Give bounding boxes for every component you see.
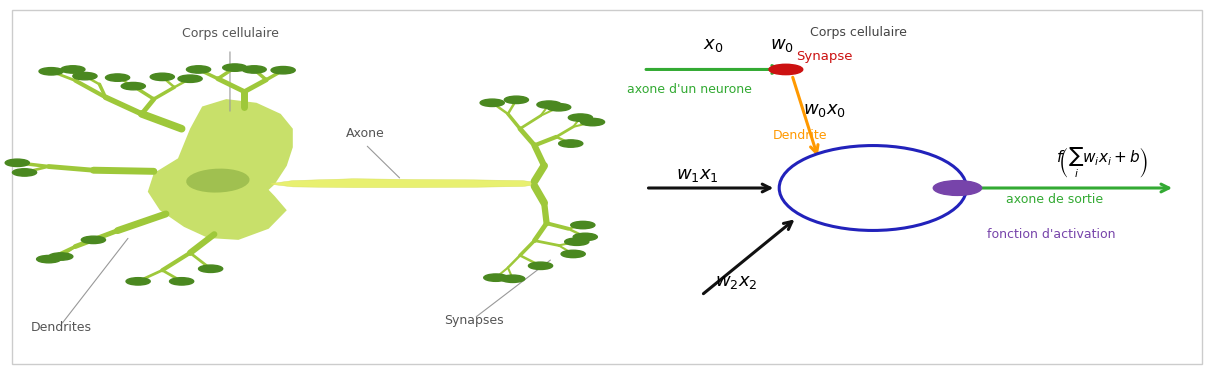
Text: Corps cellulaire: Corps cellulaire (810, 26, 907, 39)
Circle shape (106, 74, 130, 81)
Circle shape (571, 221, 595, 229)
Circle shape (49, 253, 73, 260)
Text: $f\!\left(\sum_i w_i x_i + b\right)$: $f\!\left(\sum_i w_i x_i + b\right)$ (1056, 144, 1148, 180)
Circle shape (242, 66, 266, 73)
Text: $f$: $f$ (919, 179, 929, 197)
Circle shape (546, 103, 571, 111)
Circle shape (199, 265, 222, 273)
Circle shape (768, 64, 802, 75)
Circle shape (170, 277, 194, 285)
Circle shape (580, 118, 605, 126)
Ellipse shape (779, 146, 966, 230)
Text: Corps cellulaire: Corps cellulaire (182, 27, 278, 40)
Text: axone de sortie: axone de sortie (1005, 193, 1102, 206)
Circle shape (504, 96, 528, 103)
Text: $w_0$: $w_0$ (770, 36, 794, 55)
Circle shape (561, 250, 585, 258)
Ellipse shape (186, 168, 250, 193)
Circle shape (558, 140, 583, 147)
Circle shape (178, 75, 203, 82)
Circle shape (12, 169, 36, 176)
Circle shape (126, 277, 151, 285)
Text: Dendrites: Dendrites (30, 321, 91, 334)
Text: Dendrite: Dendrite (773, 129, 828, 141)
Circle shape (537, 101, 561, 108)
Text: axone d'un neurone: axone d'un neurone (626, 83, 751, 96)
Circle shape (73, 73, 97, 80)
Text: Synapse: Synapse (796, 50, 852, 63)
Text: $x_0$: $x_0$ (703, 36, 724, 55)
Circle shape (39, 68, 63, 75)
Circle shape (480, 99, 504, 106)
Text: fonction d'activation: fonction d'activation (987, 228, 1116, 241)
Text: Synapses: Synapses (444, 314, 504, 327)
PathPatch shape (148, 99, 293, 240)
Circle shape (5, 159, 29, 167)
Circle shape (483, 274, 507, 281)
Text: $w_2x_2$: $w_2x_2$ (715, 273, 758, 291)
Circle shape (222, 64, 246, 71)
Circle shape (934, 180, 982, 196)
PathPatch shape (271, 179, 534, 188)
Circle shape (81, 236, 106, 244)
Circle shape (500, 275, 524, 282)
Circle shape (573, 233, 597, 241)
Circle shape (36, 255, 61, 263)
Circle shape (271, 67, 295, 74)
Text: $w_0x_0$: $w_0x_0$ (802, 101, 846, 119)
Text: $\sum_i w_i x_i + b$: $\sum_i w_i x_i + b$ (812, 171, 885, 205)
Circle shape (61, 66, 85, 73)
Circle shape (568, 114, 592, 121)
Text: $w_1x_1$: $w_1x_1$ (676, 166, 719, 184)
Text: Axone: Axone (346, 127, 385, 140)
Circle shape (528, 262, 552, 270)
Circle shape (565, 238, 589, 246)
Circle shape (151, 73, 175, 80)
Circle shape (187, 66, 211, 73)
Circle shape (121, 82, 146, 90)
